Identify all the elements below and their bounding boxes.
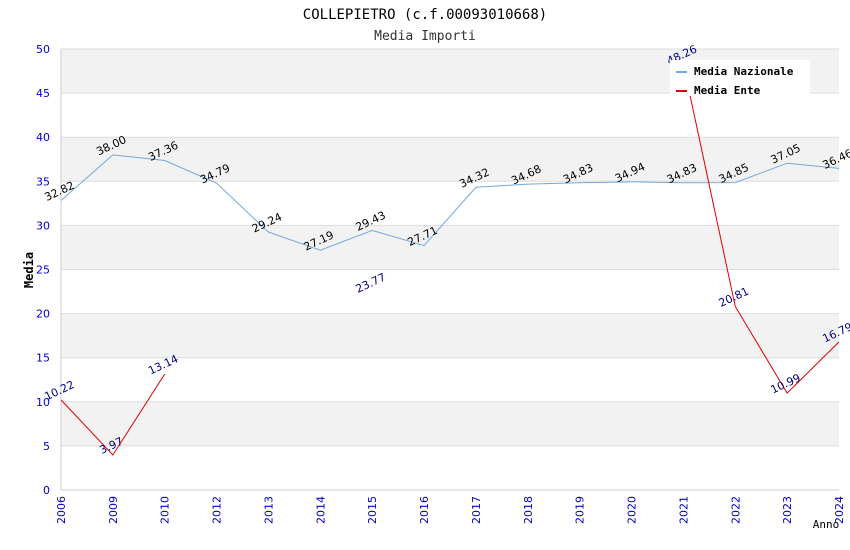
legend: Media Nazionale Media Ente [670,60,810,97]
x-tick-label: 2018 [522,496,535,524]
x-tick-label: 2012 [211,496,224,524]
x-tick-label: 2006 [55,496,68,524]
y-tick-label: 0 [43,484,50,497]
legend-box [670,60,810,96]
y-tick-label: 20 [36,308,50,321]
x-tick-label: 2023 [781,496,794,524]
legend-label-media-ente: Media Ente [694,84,761,97]
chart-subtitle: Media Importi [374,29,476,44]
y-axis-label: Media [22,252,36,288]
plot-band [61,137,839,182]
x-axis-label: Anno [813,518,840,531]
y-tick-label: 10 [36,396,50,409]
chart-title: COLLEPIETRO (c.f.00093010668) [303,7,547,23]
y-tick-label: 35 [36,175,50,188]
x-tick-label: 2017 [470,496,483,524]
plot-band [61,401,839,446]
series-lines [61,64,839,456]
y-tick-label: 45 [36,87,50,100]
series-line-media-ente [682,64,839,394]
legend-label-media-nazionale: Media Nazionale [694,65,794,78]
x-axis-ticks: 2006 2009 2010 2012 2013 2014 2015 2016 2017 2018… [55,496,846,524]
y-tick-label: 40 [36,131,50,144]
y-tick-label: 5 [43,440,50,453]
x-tick-label: 2015 [366,496,379,524]
plot-band [61,313,839,358]
y-tick-label: 30 [36,219,50,232]
x-tick-label: 2009 [107,496,120,524]
x-tick-label: 2014 [314,496,327,524]
x-tick-label: 2021 [677,496,690,524]
grid-lines [60,48,839,491]
y-axis-ticks: 0 5 10 15 20 25 30 35 40 45 50 [36,43,50,497]
series-line-media-ente [61,373,166,456]
x-tick-label: 2019 [574,496,587,524]
y-tick-label: 25 [36,264,50,277]
x-tick-label: 2024 [833,496,846,524]
x-tick-label: 2020 [626,496,639,524]
x-tick-label: 2013 [262,496,275,524]
x-tick-label: 2010 [159,496,172,524]
plot-band [61,225,839,270]
x-tick-label: 2022 [729,496,742,524]
y-tick-label: 50 [36,43,50,56]
x-tick-label: 2016 [418,496,431,524]
series-line-media-nazionale [61,154,839,251]
y-tick-label: 15 [36,352,50,365]
